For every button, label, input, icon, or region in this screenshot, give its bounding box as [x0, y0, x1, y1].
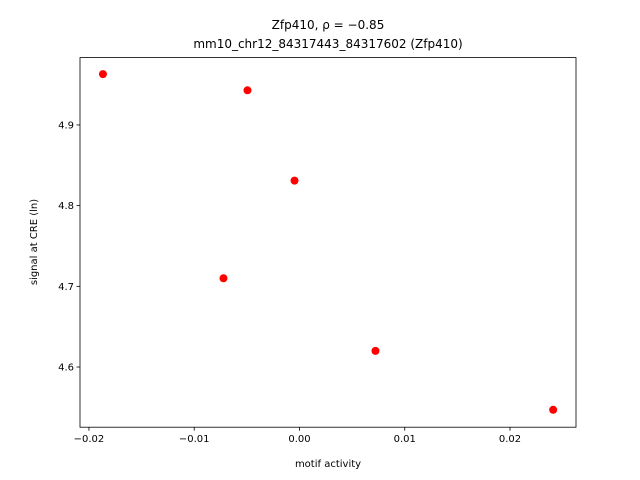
- x-tick-label: −0.02: [74, 434, 105, 445]
- y-tick-label: 4.7: [58, 282, 74, 293]
- x-axis-label: motif activity: [295, 459, 361, 470]
- x-tick-label: 0.02: [499, 434, 521, 445]
- x-tick-label: −0.01: [179, 434, 210, 445]
- y-tick-label: 4.9: [58, 120, 74, 131]
- plot-frame: [79, 57, 577, 428]
- point: [549, 405, 558, 414]
- chart-title: Zfp410, ρ = −0.85: [272, 18, 385, 32]
- point: [98, 70, 107, 79]
- y-tick-label: 4.6: [58, 363, 74, 374]
- point: [219, 274, 228, 283]
- y-axis-label: signal at CRE (ln): [29, 199, 40, 285]
- chart-subtitle: mm10_chr12_84317443_84317602 (Zfp410): [193, 37, 462, 51]
- x-tick-label: 0.01: [394, 434, 416, 445]
- x-tick-label: 0.00: [288, 434, 310, 445]
- point: [243, 86, 252, 95]
- y-tick-label: 4.8: [58, 201, 74, 212]
- point: [290, 176, 299, 185]
- point: [371, 346, 380, 355]
